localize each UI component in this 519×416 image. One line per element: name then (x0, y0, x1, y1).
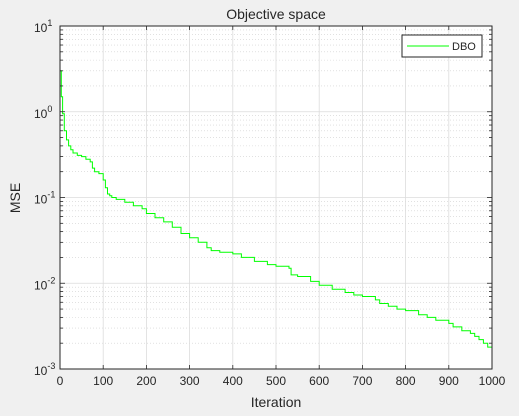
x-tick-label: 1000 (479, 374, 506, 388)
chart-title: Objective space (226, 6, 326, 22)
major-grid (60, 26, 492, 369)
x-tick-label: 400 (223, 374, 243, 388)
y-tick-label: 10-1 (34, 190, 55, 207)
x-tick-labels: 0 100 200 300 400 500 600 700 800 900 1000 (57, 374, 506, 388)
axis-ticks (59, 25, 493, 370)
legend: DBO (401, 34, 483, 58)
x-tick-label: 500 (266, 374, 286, 388)
y-tick-label: 10-3 (34, 361, 55, 378)
series-line-dbo (60, 70, 493, 351)
x-tick-label: 200 (136, 374, 156, 388)
y-tick-label: 101 (34, 18, 52, 35)
x-axis-label: Iteration (251, 394, 302, 410)
y-tick-labels: 10-3 10-2 10-1 100 101 (34, 18, 55, 378)
legend-label-dbo: DBO (452, 41, 476, 53)
x-tick-label: 800 (396, 374, 416, 388)
y-axis-label: MSE (7, 183, 23, 213)
x-tick-label: 900 (439, 374, 459, 388)
series-layer (60, 70, 493, 351)
y-tick-label: 10-2 (34, 275, 55, 292)
x-tick-label: 100 (93, 374, 113, 388)
x-tick-label: 600 (309, 374, 329, 388)
x-tick-label: 300 (180, 374, 200, 388)
x-tick-label: 700 (352, 374, 372, 388)
x-tick-label: 0 (57, 374, 64, 388)
y-tick-label: 100 (34, 104, 52, 121)
